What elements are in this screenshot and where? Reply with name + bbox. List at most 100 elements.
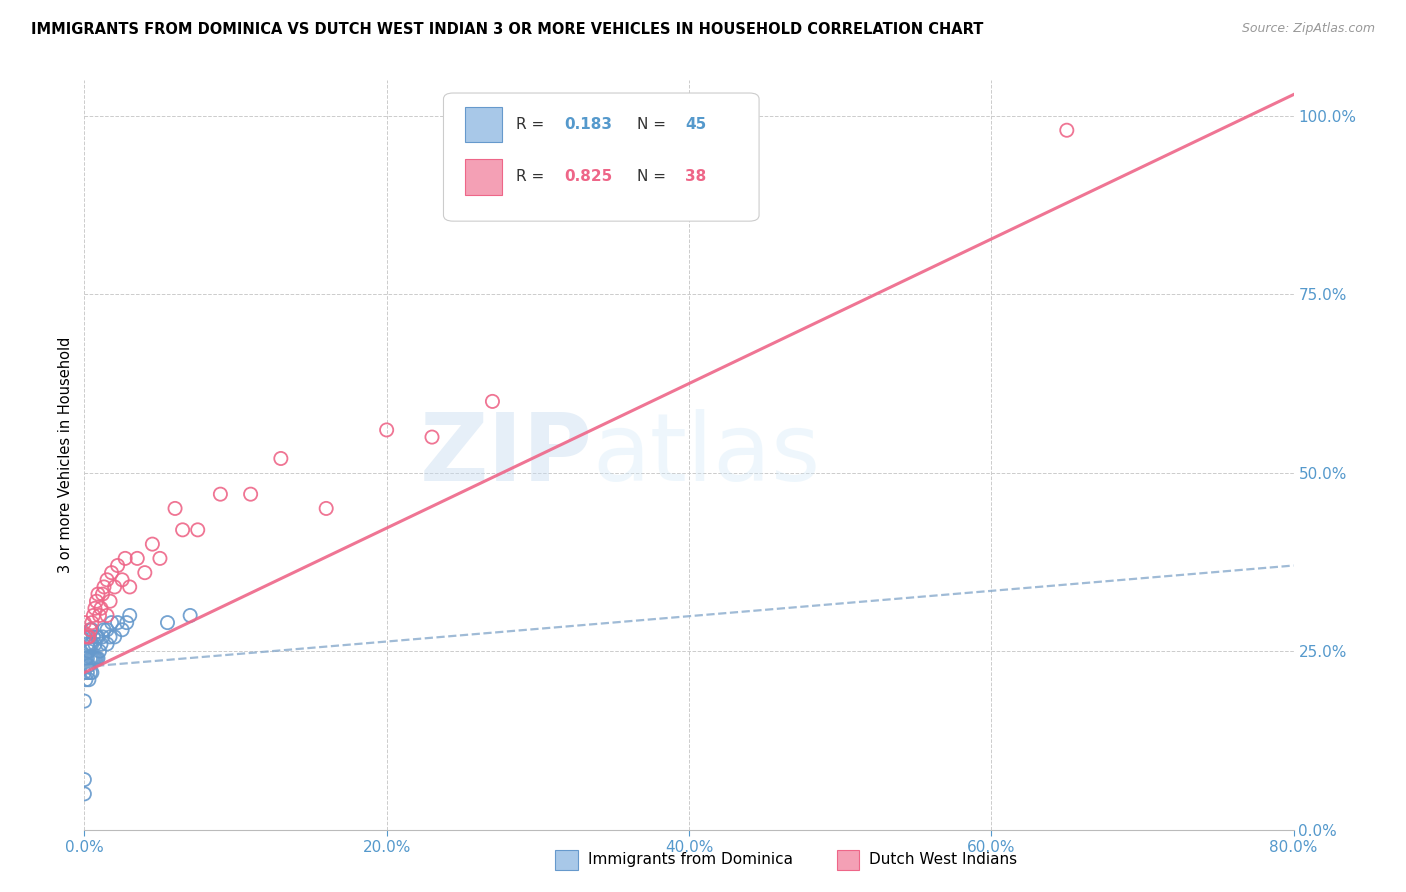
Point <box>77 644 100 658</box>
Text: atlas: atlas <box>592 409 821 501</box>
Point <box>73 630 96 644</box>
Text: N =: N = <box>637 117 671 132</box>
Point <box>107 558 129 573</box>
Text: Dutch West Indians: Dutch West Indians <box>869 853 1017 867</box>
Point <box>239 487 262 501</box>
Point <box>481 394 503 409</box>
Point <box>73 694 96 708</box>
Point <box>187 523 209 537</box>
Point <box>141 537 163 551</box>
Point <box>82 608 104 623</box>
Point <box>100 615 122 630</box>
Point <box>86 594 108 608</box>
Point <box>76 665 98 680</box>
Point <box>73 787 96 801</box>
Point <box>77 630 100 644</box>
Point <box>79 637 101 651</box>
Point <box>100 566 122 580</box>
Point <box>76 637 98 651</box>
Point <box>172 523 194 537</box>
Point <box>315 501 337 516</box>
Point <box>73 630 96 644</box>
Point <box>111 623 134 637</box>
Point <box>79 665 101 680</box>
Point <box>96 623 118 637</box>
Point <box>127 551 149 566</box>
FancyBboxPatch shape <box>443 93 759 221</box>
Point <box>111 573 134 587</box>
Text: R =: R = <box>516 169 550 185</box>
Bar <box>465 159 502 195</box>
Point <box>77 673 100 687</box>
Point <box>165 501 187 516</box>
Point <box>156 615 179 630</box>
Text: Immigrants from Dominica: Immigrants from Dominica <box>588 853 793 867</box>
Point <box>91 587 114 601</box>
Point <box>80 623 103 637</box>
Point <box>77 658 100 673</box>
Point <box>179 608 201 623</box>
Point <box>80 665 103 680</box>
Text: 0.825: 0.825 <box>564 169 613 185</box>
Y-axis label: 3 or more Vehicles in Household: 3 or more Vehicles in Household <box>58 337 73 573</box>
Bar <box>465 106 502 143</box>
Point <box>98 630 121 644</box>
Point <box>80 637 103 651</box>
Point <box>118 580 141 594</box>
Point <box>86 630 108 644</box>
Point <box>79 623 101 637</box>
Point <box>90 637 112 651</box>
Point <box>75 651 97 665</box>
Point <box>87 630 110 644</box>
Point <box>89 644 111 658</box>
Point <box>420 430 443 444</box>
Text: Source: ZipAtlas.com: Source: ZipAtlas.com <box>1241 22 1375 36</box>
Text: ZIP: ZIP <box>419 409 592 501</box>
Text: 38: 38 <box>685 169 707 185</box>
Text: R =: R = <box>516 117 550 132</box>
Point <box>104 630 127 644</box>
Point <box>104 580 127 594</box>
Point <box>96 573 118 587</box>
Point <box>76 651 98 665</box>
Point <box>1056 123 1078 137</box>
Point <box>84 601 107 615</box>
Point <box>98 594 121 608</box>
Point <box>114 551 136 566</box>
Point <box>89 608 111 623</box>
Point <box>79 651 101 665</box>
Point <box>86 651 108 665</box>
Point <box>93 623 115 637</box>
Point <box>73 772 96 787</box>
Point <box>87 587 110 601</box>
Point <box>96 637 118 651</box>
Point <box>107 615 129 630</box>
Point <box>149 551 172 566</box>
Text: 45: 45 <box>685 117 707 132</box>
Point <box>80 615 103 630</box>
Point <box>134 566 156 580</box>
Point <box>90 601 112 615</box>
Point <box>118 608 141 623</box>
Text: N =: N = <box>637 169 671 185</box>
Point <box>80 651 103 665</box>
Point <box>91 630 114 644</box>
Point <box>77 630 100 644</box>
Point <box>93 580 115 594</box>
Point <box>96 608 118 623</box>
Text: IMMIGRANTS FROM DOMINICA VS DUTCH WEST INDIAN 3 OR MORE VEHICLES IN HOUSEHOLD CO: IMMIGRANTS FROM DOMINICA VS DUTCH WEST I… <box>31 22 983 37</box>
Point <box>84 651 107 665</box>
Point <box>209 487 232 501</box>
Point <box>73 615 96 630</box>
Point <box>73 665 96 680</box>
Point <box>270 451 292 466</box>
Point <box>87 651 110 665</box>
Point <box>75 673 97 687</box>
Point <box>76 630 98 644</box>
Point <box>84 637 107 651</box>
Text: 0.183: 0.183 <box>564 117 613 132</box>
Point <box>79 623 101 637</box>
Point <box>82 651 104 665</box>
Point <box>82 630 104 644</box>
Point <box>115 615 138 630</box>
